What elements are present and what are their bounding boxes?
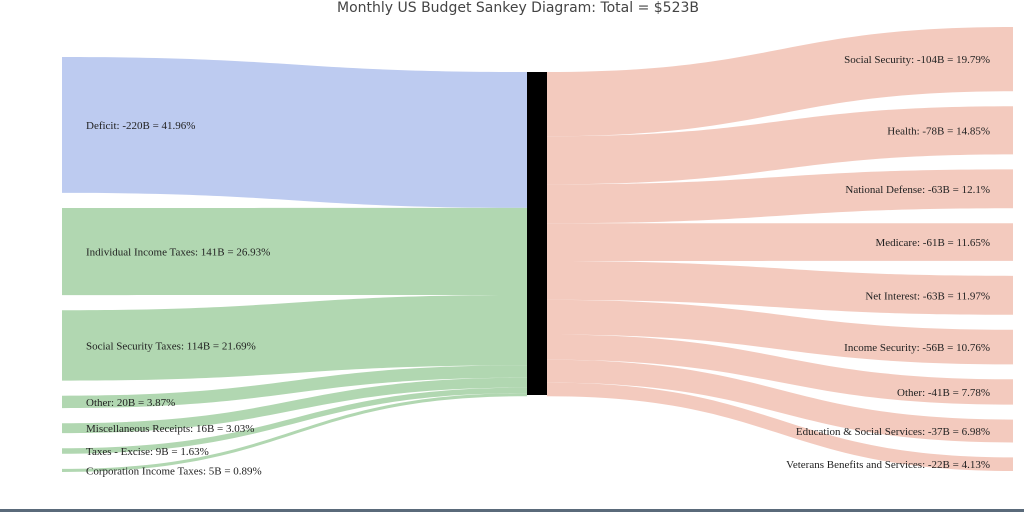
source-label-0: Deficit: -220B = 41.96% — [86, 120, 195, 132]
source-label-1: Individual Income Taxes: 141B = 26.93% — [86, 247, 270, 259]
link-target-1[interactable] — [547, 106, 1013, 185]
source-label-2: Social Security Taxes: 114B = 21.69% — [86, 340, 256, 352]
link-target-4[interactable] — [547, 260, 1013, 315]
link-source-0[interactable] — [62, 57, 527, 208]
link-target-2[interactable] — [547, 169, 1013, 224]
link-source-6[interactable] — [62, 393, 527, 472]
target-label-0: Social Security: -104B = 19.79% — [844, 54, 990, 66]
link-target-3[interactable] — [547, 223, 1013, 261]
source-label-6: Corporation Income Taxes: 5B = 0.89% — [86, 465, 262, 477]
source-label-4: Miscellaneous Receipts: 16B = 3.03% — [86, 423, 254, 435]
bottom-border — [0, 509, 1024, 512]
target-label-8: Veterans Benefits and Services: -22B = 4… — [786, 459, 990, 471]
link-target-8[interactable] — [547, 382, 1013, 471]
source-label-5: Taxes - Excise: 9B = 1.63% — [86, 446, 209, 458]
link-target-0[interactable] — [547, 27, 1013, 137]
labels-layer: Deficit: -220B = 41.96% Individual Income… — [86, 54, 990, 477]
link-target-6[interactable] — [547, 334, 1013, 405]
target-label-6: Other: -41B = 7.78% — [897, 387, 990, 399]
link-source-3[interactable] — [62, 365, 527, 409]
link-source-5[interactable] — [62, 387, 527, 454]
link-source-1[interactable] — [62, 207, 527, 296]
target-label-1: Health: -78B = 14.85% — [887, 125, 990, 137]
nodes-layer — [527, 72, 547, 395]
link-target-7[interactable] — [547, 359, 1013, 443]
link-source-2[interactable] — [62, 294, 527, 381]
link-target-5[interactable] — [547, 299, 1013, 365]
target-label-5: Income Security: -56B = 10.76% — [844, 342, 990, 354]
target-label-2: National Defense: -63B = 12.1% — [845, 184, 990, 196]
link-source-4[interactable] — [62, 377, 527, 434]
target-label-3: Medicare: -61B = 11.65% — [875, 237, 990, 249]
chart-title: Monthly US Budget Sankey Diagram: Total … — [337, 0, 699, 16]
links-layer — [62, 27, 1013, 472]
center-node[interactable] — [527, 72, 547, 395]
target-label-7: Education & Social Services: -37B = 6.98… — [796, 426, 990, 438]
target-label-4: Net Interest: -63B = 11.97% — [865, 290, 990, 302]
source-label-3: Other: 20B = 3.87% — [86, 397, 175, 409]
